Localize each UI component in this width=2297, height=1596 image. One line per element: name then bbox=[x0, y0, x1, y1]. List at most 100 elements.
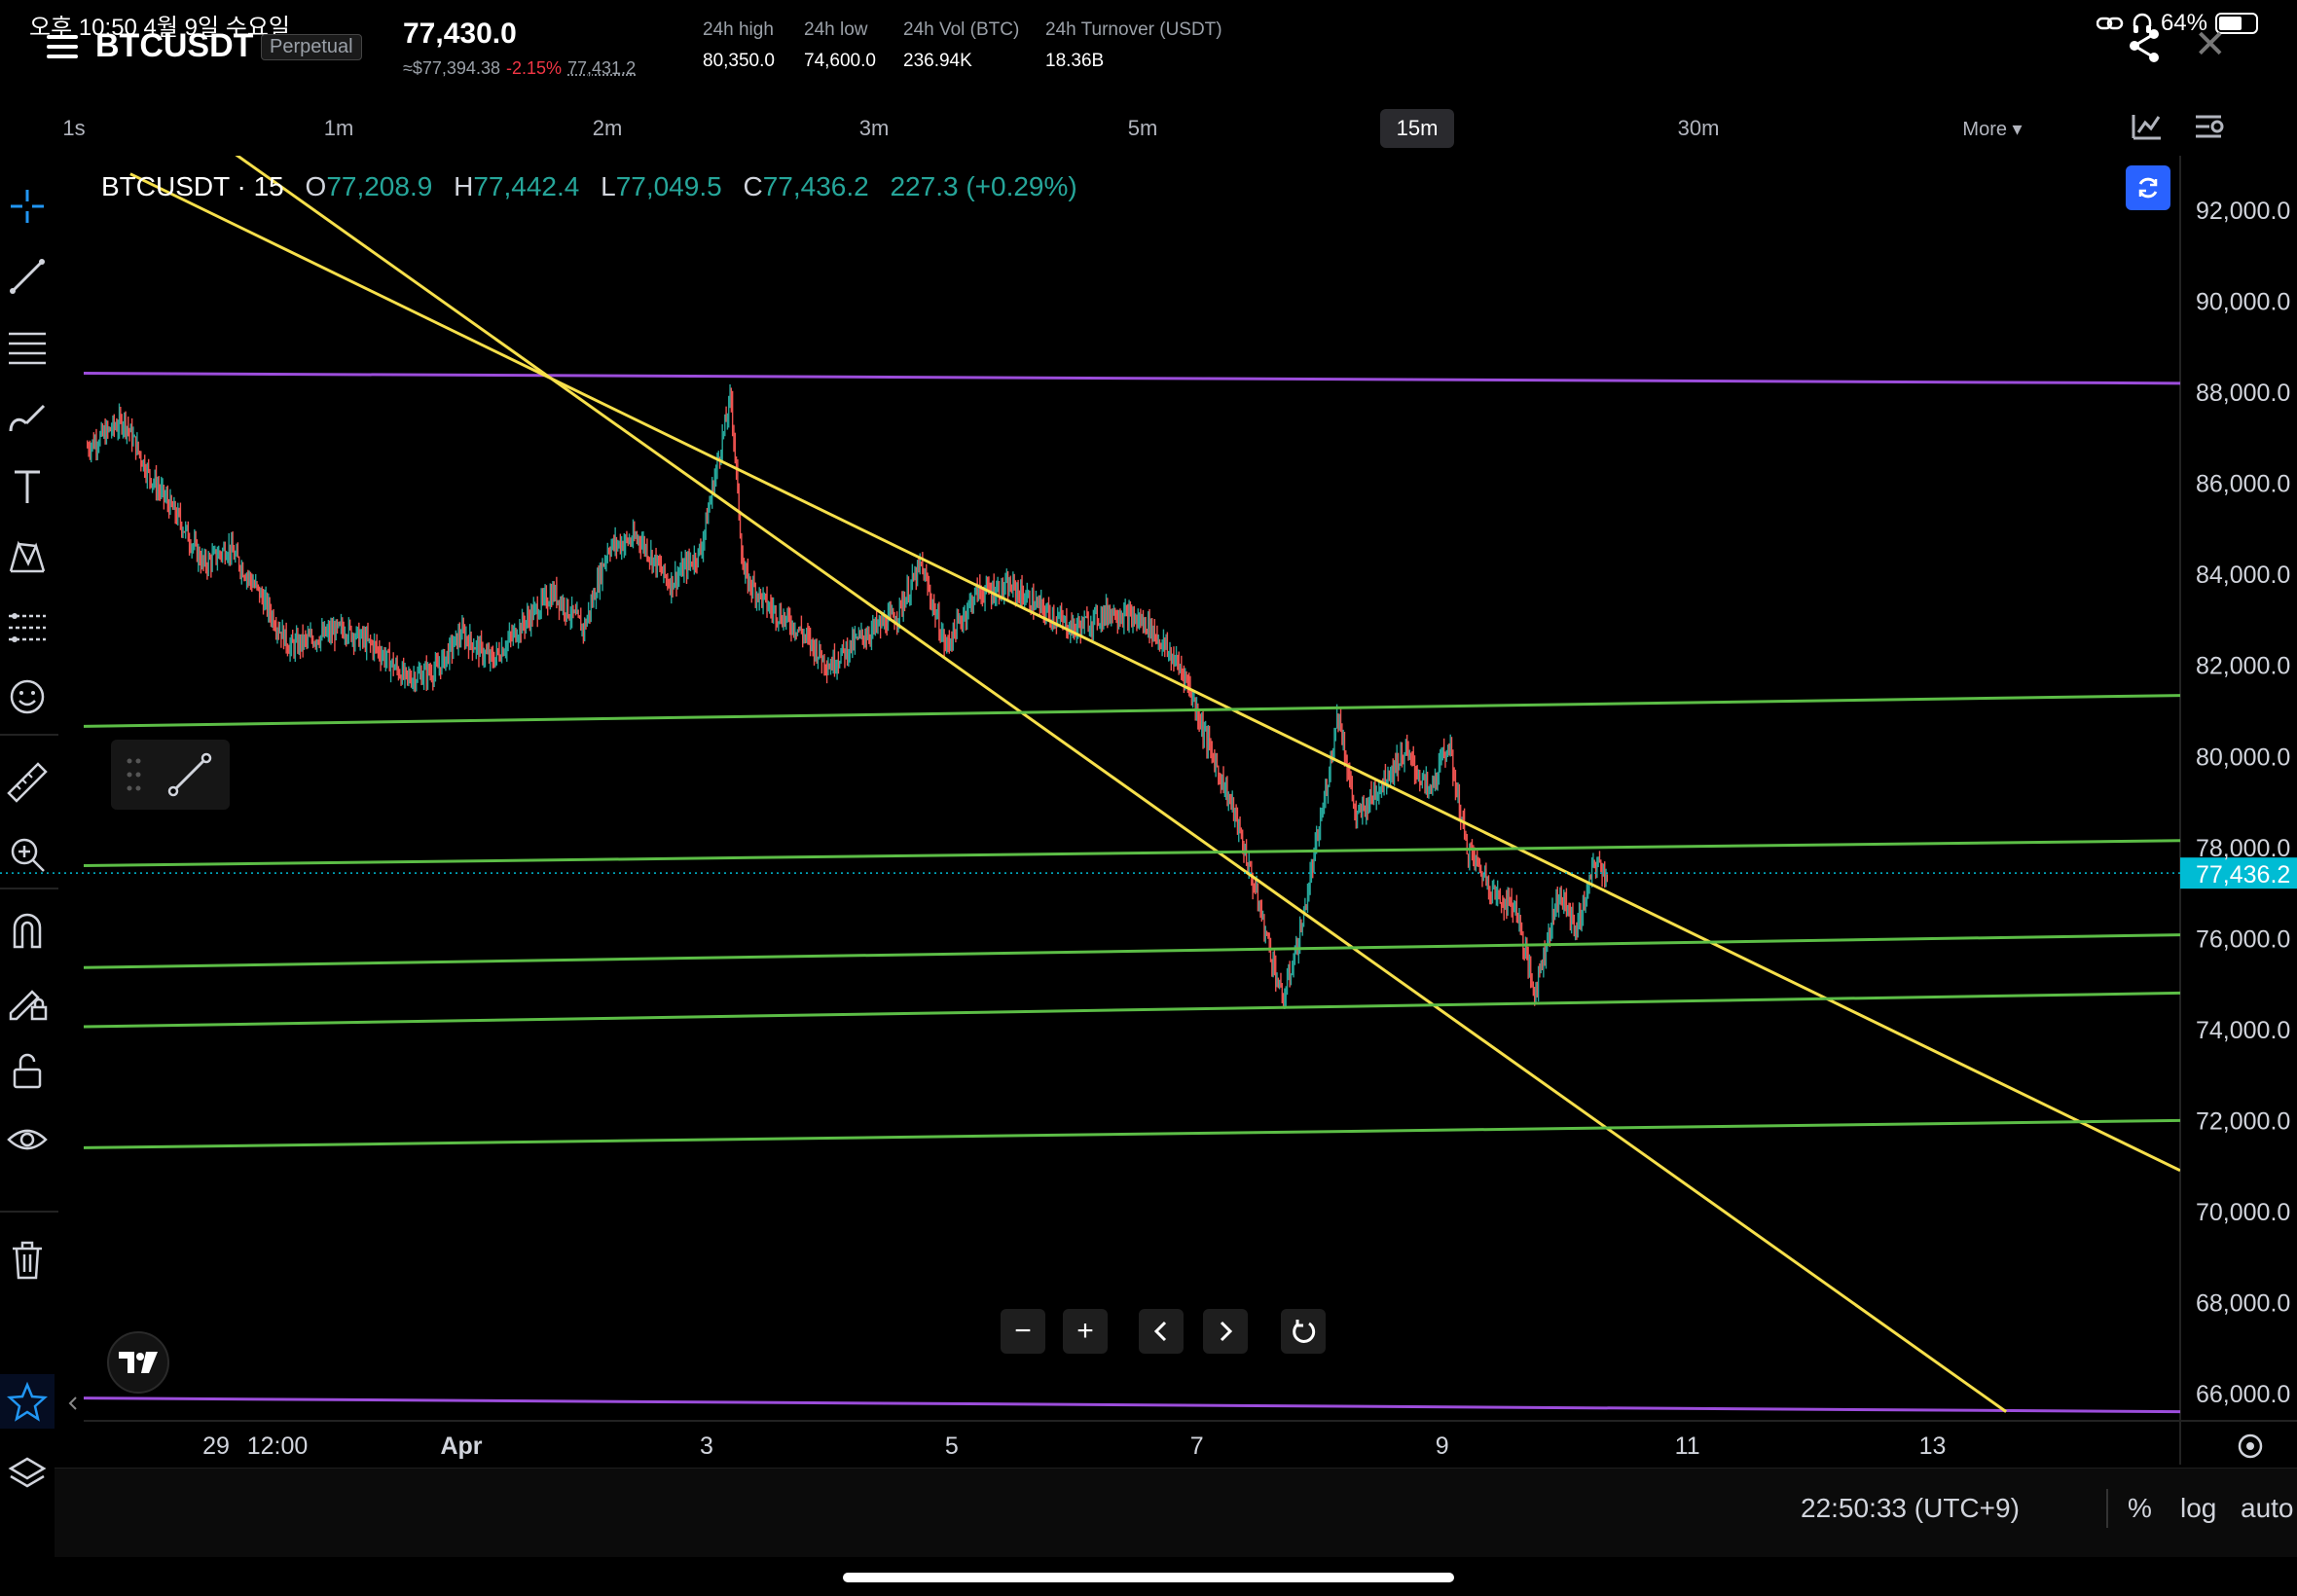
home-indicator bbox=[843, 1573, 1454, 1582]
percent-scale-toggle[interactable]: % bbox=[2128, 1493, 2152, 1523]
close-icon[interactable]: ✕ bbox=[2194, 23, 2227, 66]
time-tick-label: 11 bbox=[1675, 1433, 1700, 1460]
chart-settings-icon[interactable] bbox=[2192, 109, 2227, 144]
auto-scale-toggle[interactable]: auto bbox=[2241, 1493, 2294, 1523]
drawn-line bbox=[83, 933, 2180, 969]
tool-trend-line[interactable] bbox=[0, 249, 55, 304]
stat-value: 80,350.0 bbox=[703, 51, 775, 71]
zoom-out-button[interactable]: − bbox=[1001, 1309, 1045, 1354]
floating-drawing-toolbar[interactable] bbox=[111, 740, 230, 810]
drawn-line bbox=[83, 991, 2180, 1029]
price-tick-label: 88,000.0 bbox=[2196, 380, 2290, 407]
price-tick-label: 72,000.0 bbox=[2196, 1107, 2290, 1135]
tool-magnet[interactable] bbox=[0, 903, 55, 958]
lock-drawing-icon bbox=[9, 990, 48, 1021]
brush-icon bbox=[9, 404, 46, 432]
link-icon bbox=[2096, 17, 2124, 30]
ohlc-legend: BTCUSDT · 15 O77,208.9 H77,442.4 L77,049… bbox=[101, 171, 1077, 202]
time-tick-label: 3 bbox=[700, 1433, 713, 1460]
price-tick-label: 80,000.0 bbox=[2196, 744, 2290, 771]
emoji-icon bbox=[10, 679, 45, 714]
drawn-line bbox=[83, 1396, 2180, 1414]
drawing-toolbar bbox=[0, 156, 58, 1488]
tab-1m[interactable]: 1m bbox=[323, 116, 354, 140]
tool-emoji[interactable] bbox=[0, 670, 55, 724]
candles-group bbox=[87, 383, 1609, 1009]
tool-crosshair[interactable] bbox=[0, 179, 55, 234]
tool-hide[interactable] bbox=[0, 1113, 55, 1168]
price-tick-label: 66,000.0 bbox=[2196, 1381, 2290, 1408]
collapse-toolbar-icon[interactable] bbox=[68, 1396, 77, 1410]
sync-button[interactable] bbox=[2126, 165, 2170, 210]
scroll-right-button[interactable] bbox=[1203, 1309, 1248, 1354]
zoom-in-button[interactable]: + bbox=[1063, 1309, 1108, 1354]
time-tick-label: 13 bbox=[1919, 1433, 1947, 1460]
price-chart[interactable]: 77,436.2 92,000.0 90,000.0 88,000.0 86,000.0… bbox=[0, 156, 2297, 1465]
bottom-divider bbox=[2106, 1489, 2108, 1528]
pattern-icon bbox=[9, 540, 46, 573]
drawn-line bbox=[83, 1118, 2180, 1149]
chevron-left-icon bbox=[1153, 1321, 1167, 1342]
drawn-line bbox=[83, 839, 2180, 867]
indicators-icon[interactable] bbox=[2130, 109, 2165, 144]
tab-15m[interactable]: 15m bbox=[1380, 109, 1454, 148]
stat-label: 24h low bbox=[804, 19, 868, 40]
scroll-left-button[interactable] bbox=[1139, 1309, 1184, 1354]
battery-icon bbox=[2215, 13, 2258, 34]
tab-5m[interactable]: 5m bbox=[1127, 116, 1158, 140]
tool-brush[interactable] bbox=[0, 389, 55, 444]
text-icon bbox=[15, 470, 40, 503]
tradingview-logo[interactable] bbox=[107, 1331, 169, 1394]
eye-icon bbox=[7, 1129, 48, 1150]
tool-fib[interactable] bbox=[0, 319, 55, 374]
tool-measure[interactable] bbox=[0, 755, 55, 810]
drag-handle-icon[interactable] bbox=[125, 755, 144, 794]
tool-lock-drawings[interactable] bbox=[0, 973, 55, 1028]
stat-24h-turnover: 24h Turnover (USDT) 18.36B bbox=[1045, 19, 1222, 72]
mark-price[interactable]: 77,431.2 bbox=[567, 58, 637, 78]
tool-object-tree[interactable] bbox=[0, 1446, 55, 1501]
tool-prediction[interactable] bbox=[0, 599, 55, 654]
tool-unlock[interactable] bbox=[0, 1043, 55, 1098]
tab-2m[interactable]: 2m bbox=[592, 116, 623, 140]
tool-text[interactable] bbox=[0, 459, 55, 514]
last-price: 77,430.0 bbox=[403, 18, 517, 50]
trash-icon bbox=[13, 1241, 42, 1280]
star-icon bbox=[6, 1381, 49, 1422]
legend-high: 77,442.4 bbox=[473, 171, 580, 201]
axis-settings-icon[interactable] bbox=[2238, 1433, 2263, 1459]
tool-zoom[interactable] bbox=[0, 827, 55, 882]
legend-close-label: C bbox=[743, 171, 763, 201]
legend-high-label: H bbox=[454, 171, 474, 201]
prediction-icon bbox=[9, 613, 46, 642]
axis-settings-icon-center bbox=[2246, 1442, 2254, 1450]
battery-percent: 64% bbox=[2160, 10, 2207, 36]
time-tick-label: 12:00 bbox=[247, 1433, 309, 1460]
reset-chart-button[interactable] bbox=[1281, 1309, 1326, 1354]
tool-pattern[interactable] bbox=[0, 529, 55, 584]
legend-low-label: L bbox=[601, 171, 616, 201]
tab-3m[interactable]: 3m bbox=[858, 116, 890, 140]
symbol-name[interactable]: BTCUSDT bbox=[95, 27, 254, 64]
price-tick-label: 76,000.0 bbox=[2196, 925, 2290, 953]
tab-1s[interactable]: 1s bbox=[62, 116, 86, 140]
ruler-icon bbox=[7, 762, 48, 803]
tool-favorites[interactable] bbox=[0, 1374, 55, 1429]
stat-value: 236.94K bbox=[903, 51, 972, 71]
stat-24h-vol: 24h Vol (BTC) 236.94K bbox=[903, 19, 1019, 72]
menu-icon[interactable] bbox=[47, 35, 78, 62]
tab-more[interactable]: More ▾ bbox=[1962, 118, 2023, 140]
tool-remove[interactable] bbox=[0, 1232, 55, 1287]
clock-timezone[interactable]: 22:50:33 (UTC+9) bbox=[1801, 1493, 2020, 1523]
refresh-icon bbox=[2138, 177, 2158, 199]
share-icon[interactable] bbox=[2128, 27, 2161, 64]
legend-close: 77,436.2 bbox=[762, 171, 869, 201]
tab-30m[interactable]: 30m bbox=[1677, 116, 1720, 140]
fib-retracement-icon bbox=[9, 332, 46, 365]
toolbar-divider bbox=[0, 888, 58, 889]
contract-type-badge: Perpetual bbox=[261, 34, 362, 60]
trend-line-icon[interactable] bbox=[165, 750, 214, 799]
log-scale-toggle[interactable]: log bbox=[2180, 1493, 2217, 1523]
plus-icon: + bbox=[1076, 1315, 1094, 1347]
time-tick-label: 9 bbox=[1436, 1433, 1449, 1460]
